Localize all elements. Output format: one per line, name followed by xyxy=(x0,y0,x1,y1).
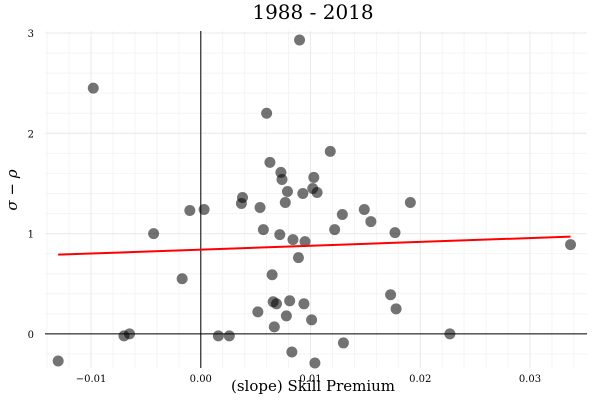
data-point xyxy=(261,107,273,119)
x-tick-label: 0.03 xyxy=(519,374,541,385)
data-point xyxy=(306,314,318,326)
data-point xyxy=(148,228,160,240)
data-point xyxy=(276,173,288,185)
data-point xyxy=(299,236,311,248)
y-tick-label: 1 xyxy=(28,230,34,241)
y-axis-label: σ − ρ xyxy=(3,169,21,210)
data-point xyxy=(274,229,286,241)
data-point xyxy=(254,202,266,214)
fit-line xyxy=(58,235,571,256)
data-point xyxy=(336,209,348,221)
data-point xyxy=(308,171,320,183)
chart-title: 1988 - 2018 xyxy=(252,0,373,24)
data-point xyxy=(329,224,341,236)
data-point xyxy=(444,328,456,340)
y-tick-labels: 0 1 2 3 xyxy=(28,29,34,341)
data-point xyxy=(184,205,196,217)
data-point xyxy=(385,289,397,301)
data-point xyxy=(198,204,210,216)
data-point xyxy=(337,337,349,349)
x-tick-label: 0.01 xyxy=(299,374,321,385)
data-point xyxy=(311,186,323,198)
data-point xyxy=(279,197,291,209)
x-axis-label: (slope) Skill Premium xyxy=(231,377,395,395)
fit-lines xyxy=(58,235,571,256)
data-point xyxy=(365,216,377,228)
data-point xyxy=(212,330,224,342)
data-point xyxy=(176,273,188,285)
data-point xyxy=(87,82,99,94)
axes xyxy=(45,31,587,368)
data-point xyxy=(390,303,402,315)
x-tick-label: 0.02 xyxy=(409,374,431,385)
data-point xyxy=(266,269,278,281)
y-tick-label: 3 xyxy=(28,29,34,40)
data-point xyxy=(223,330,235,342)
data-point xyxy=(281,185,293,197)
data-point xyxy=(123,328,135,340)
data-point xyxy=(358,204,370,216)
data-point xyxy=(280,310,292,322)
data-point xyxy=(268,321,280,333)
data-point xyxy=(264,156,276,168)
data-point xyxy=(294,34,306,46)
x-tick-label: 0.00 xyxy=(190,374,212,385)
x-tick-labels: −0.01 0.00 0.01 0.02 0.03 xyxy=(76,374,541,385)
data-point xyxy=(324,145,336,157)
x-tick-label: −0.01 xyxy=(76,374,107,385)
data-point xyxy=(298,298,310,310)
y-tick-label: 0 xyxy=(28,330,34,341)
data-point xyxy=(292,252,304,264)
data-point xyxy=(257,224,269,236)
y-tick-label: 2 xyxy=(28,129,34,140)
data-point xyxy=(236,191,248,203)
data-point xyxy=(52,355,64,367)
data-point xyxy=(389,227,401,239)
data-point xyxy=(297,187,309,199)
data-point xyxy=(271,298,283,310)
data-point xyxy=(404,197,416,209)
data-point xyxy=(284,295,296,307)
grid xyxy=(45,31,587,368)
data-point xyxy=(287,234,299,246)
data-point xyxy=(309,357,321,369)
data-points xyxy=(52,34,577,369)
data-point xyxy=(286,346,298,358)
data-point xyxy=(252,306,264,318)
data-point xyxy=(565,239,577,251)
